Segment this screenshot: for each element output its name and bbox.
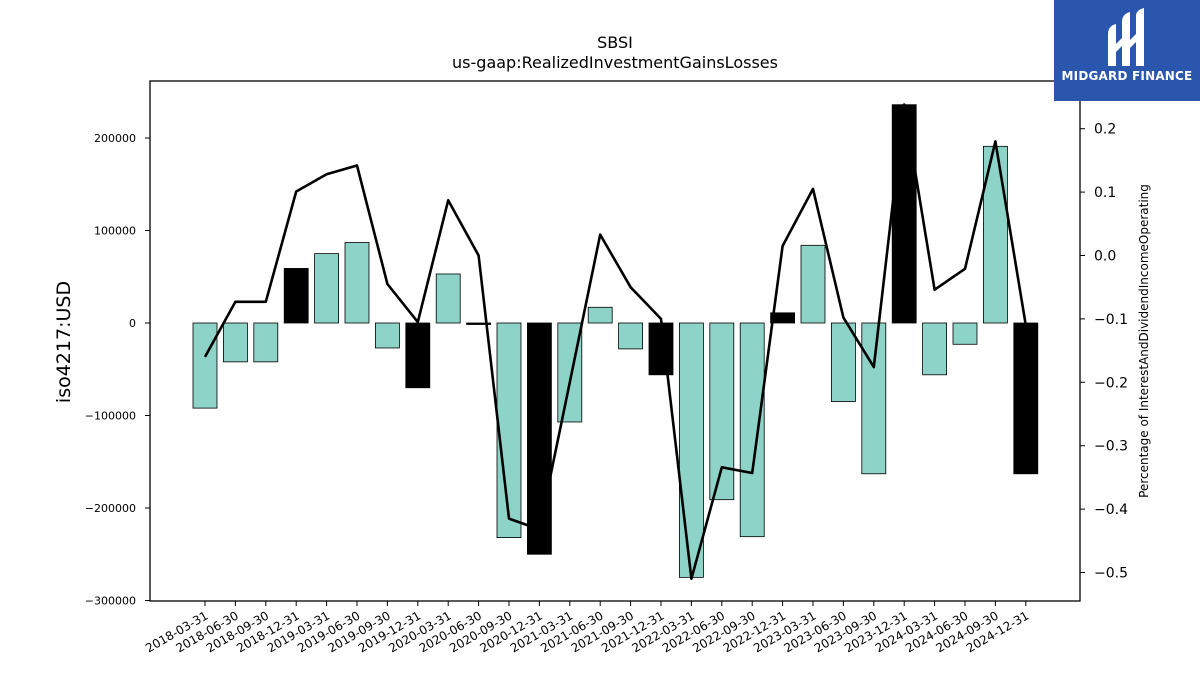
- y-tick-label: 200000: [94, 132, 136, 145]
- bar-2018-03-31: [192, 322, 218, 409]
- logo-text: MIDGARD FINANCE: [1061, 69, 1193, 83]
- y-tick-label: 0: [129, 317, 136, 330]
- y-tick-label: −200000: [85, 502, 136, 515]
- chart-title: SBSI: [597, 33, 633, 52]
- bar-2020-03-31: [435, 273, 461, 324]
- x-axis-ticks: 2018-03-312018-06-302018-09-302018-12-31…: [143, 601, 1031, 655]
- bar-2018-06-30: [222, 322, 248, 363]
- y2-axis-ticks: 0.2 0.1 0.0 −0.1 −0.2 −0.3 −0.4 −0.5: [1080, 122, 1128, 582]
- bar-2019-09-30: [374, 322, 400, 349]
- brand-logo: MIDGARD FINANCE: [1054, 0, 1200, 101]
- ratio-line: [203, 103, 1028, 581]
- bar-2021-09-30: [618, 322, 643, 350]
- bar-2018-09-30: [253, 322, 279, 363]
- y2-tick-label: 0.2: [1094, 122, 1116, 138]
- bar-2021-06-30: [587, 306, 613, 324]
- y2-tick-label: 0.0: [1094, 249, 1116, 265]
- y-axis-label: iso4217:USD: [53, 281, 75, 403]
- bar-group: [192, 104, 1039, 578]
- bar-2023-06-30: [831, 322, 856, 403]
- y2-tick-label: −0.4: [1094, 502, 1128, 518]
- bar-2022-06-30: [709, 322, 735, 501]
- bar-2022-12-31: [770, 312, 795, 324]
- logo-mark-icon: [1108, 8, 1144, 66]
- chart-subtitle: us-gaap:RealizedInvestmentGainsLosses: [452, 53, 778, 72]
- bar-2020-06-30: [466, 322, 492, 325]
- bar-2024-03-31: [922, 322, 947, 376]
- y2-tick-label: 0.1: [1094, 185, 1116, 201]
- y-tick-label: −300000: [85, 595, 136, 608]
- bar-2023-12-31: [891, 104, 917, 324]
- bar-2021-12-31: [648, 322, 674, 376]
- bar-2019-12-31: [405, 322, 431, 389]
- y-tick-label: −100000: [85, 410, 136, 423]
- bar-2020-12-31: [527, 322, 552, 555]
- bar-2022-09-30: [739, 322, 765, 538]
- plot-frame: [149, 80, 1081, 602]
- bar-2024-06-30: [952, 322, 978, 345]
- line-group: [203, 103, 1028, 581]
- y2-tick-label: −0.2: [1094, 375, 1128, 391]
- bar-2024-12-31: [1013, 322, 1039, 475]
- y2-tick-label: −0.3: [1094, 439, 1128, 455]
- bar-2018-12-31: [283, 268, 309, 324]
- bar-2020-09-30: [496, 322, 522, 539]
- y-tick-label: 100000: [94, 225, 136, 238]
- y2-tick-label: −0.5: [1094, 566, 1128, 582]
- bar-2022-03-31: [679, 322, 704, 578]
- bar-2023-09-30: [861, 322, 887, 475]
- y2-axis-label: Percentage of InterestAndDividendIncomeO…: [1137, 184, 1151, 498]
- bar-2019-06-30: [344, 242, 370, 324]
- y-axis-ticks: 200000 100000 0 −100000 −200000 −300000: [85, 132, 150, 608]
- bar-2023-03-31: [800, 244, 826, 324]
- y2-tick-label: −0.1: [1094, 312, 1128, 328]
- bar-2019-03-31: [314, 253, 340, 324]
